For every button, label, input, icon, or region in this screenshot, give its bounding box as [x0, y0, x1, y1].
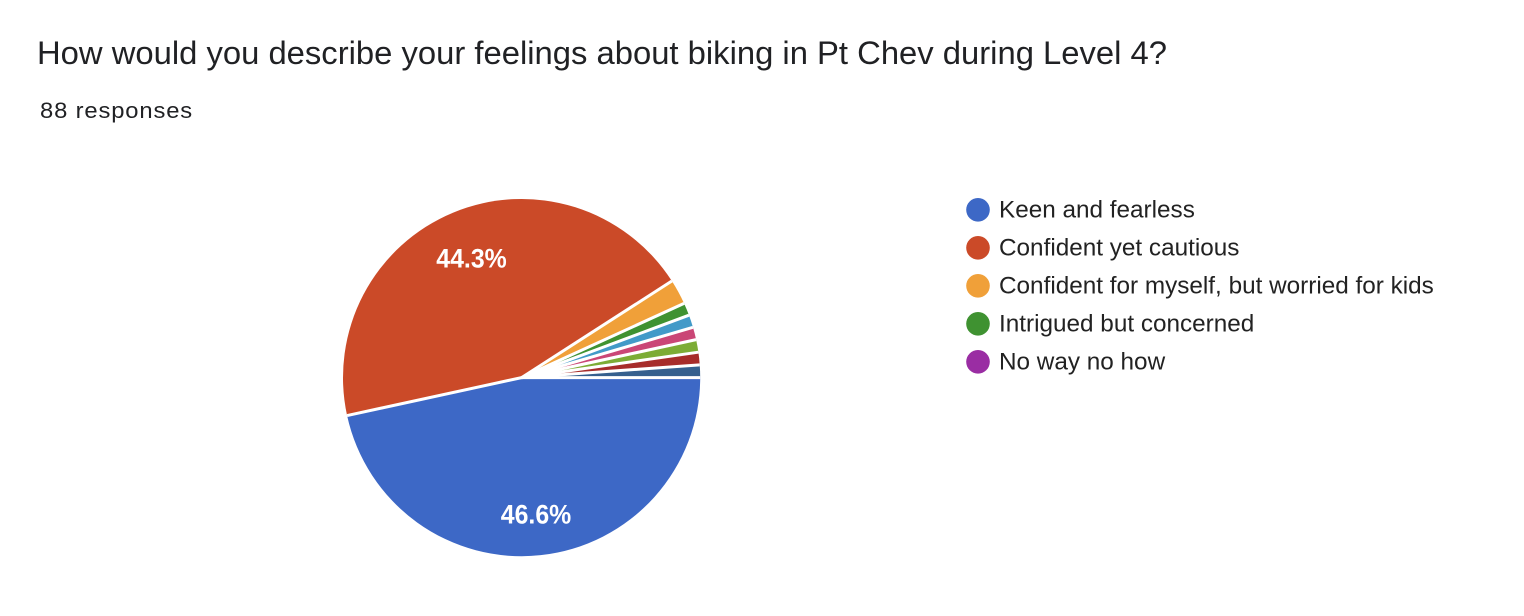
svg-text:Confident for myself, but worr: Confident for myself, but worried for ki… [999, 272, 1434, 299]
svg-text:Intrigued but concerned: Intrigued but concerned [999, 310, 1254, 337]
svg-text:44.3%: 44.3% [436, 244, 506, 273]
svg-text:Keen and fearless: Keen and fearless [999, 196, 1195, 223]
svg-text:Confident yet cautious: Confident yet cautious [999, 234, 1239, 261]
svg-text:No way no how: No way no how [999, 348, 1166, 375]
svg-text:46.6%: 46.6% [501, 500, 571, 529]
